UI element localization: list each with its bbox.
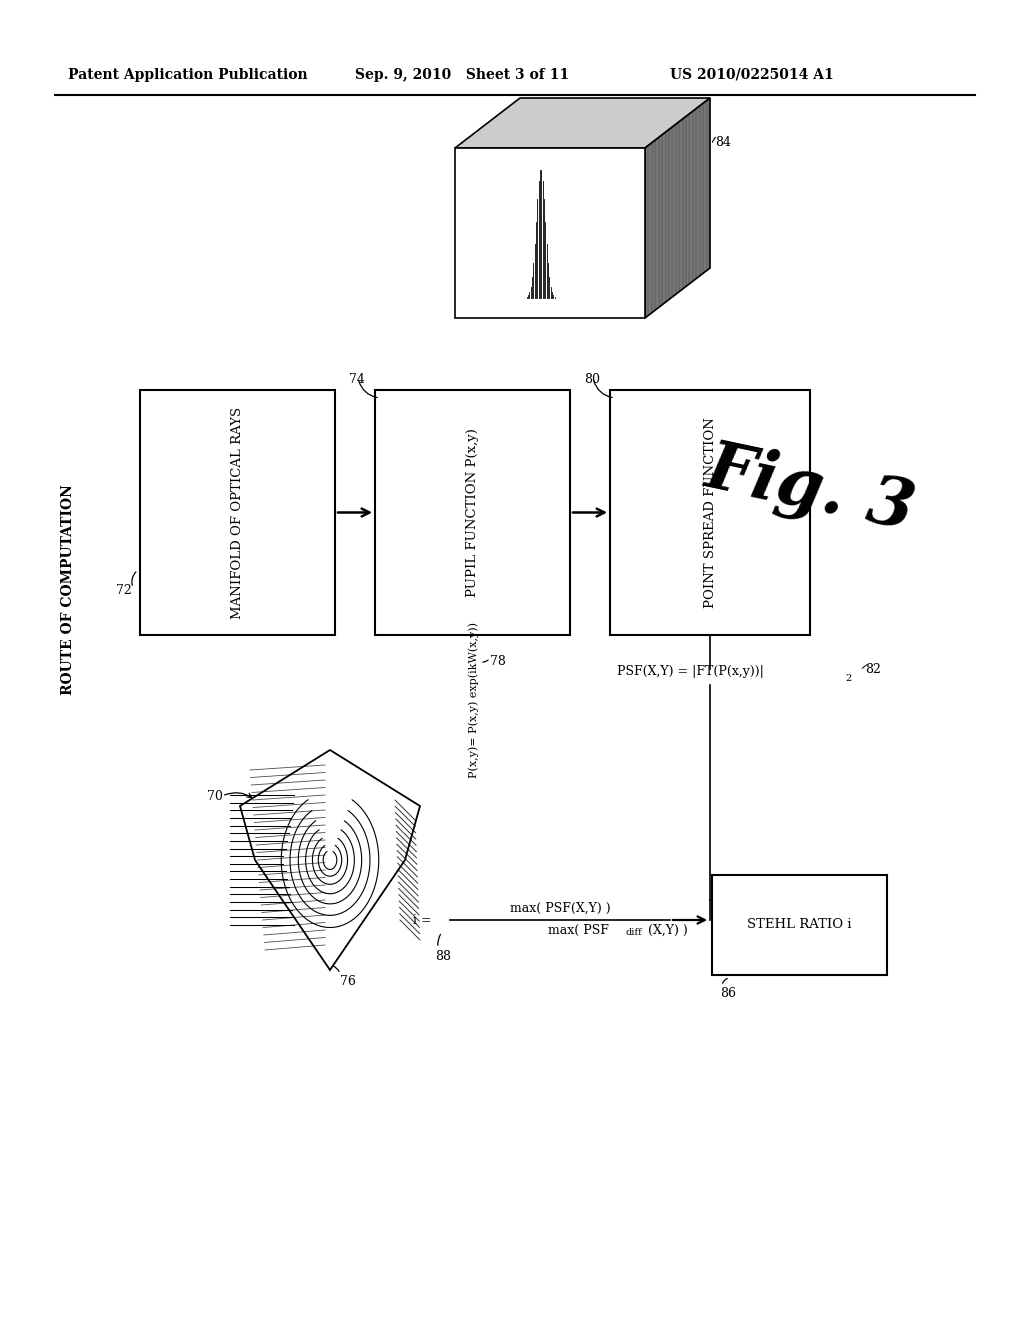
Bar <box>610 389 810 635</box>
Text: MANIFOLD OF OPTICAL RAYS: MANIFOLD OF OPTICAL RAYS <box>231 407 244 619</box>
Text: Sep. 9, 2010   Sheet 3 of 11: Sep. 9, 2010 Sheet 3 of 11 <box>355 69 569 82</box>
Text: 78: 78 <box>490 655 506 668</box>
Text: 74: 74 <box>349 374 365 385</box>
Text: POINT SPREAD FUNCTION: POINT SPREAD FUNCTION <box>703 417 717 609</box>
Polygon shape <box>645 98 710 318</box>
Polygon shape <box>455 98 710 148</box>
Text: diff: diff <box>625 928 642 937</box>
Text: 80: 80 <box>584 374 600 385</box>
Text: Fig. 3: Fig. 3 <box>699 436 921 544</box>
Text: max( PSF: max( PSF <box>548 924 609 937</box>
Text: 86: 86 <box>720 987 736 1001</box>
Text: 72: 72 <box>117 583 132 597</box>
Bar <box>140 389 335 635</box>
Text: ROUTE OF COMPUTATION: ROUTE OF COMPUTATION <box>61 484 75 696</box>
Text: 82: 82 <box>865 663 881 676</box>
Text: 70: 70 <box>207 789 223 803</box>
Text: PUPIL FUNCTION P(x,y): PUPIL FUNCTION P(x,y) <box>466 428 479 597</box>
Text: i =: i = <box>414 913 432 927</box>
Text: PSF(X,Y) = |FT(P(x,y))|: PSF(X,Y) = |FT(P(x,y))| <box>617 665 764 678</box>
Text: 2: 2 <box>845 675 851 682</box>
Bar <box>455 148 645 318</box>
Text: 76: 76 <box>340 975 356 987</box>
Text: 88: 88 <box>435 950 451 964</box>
Polygon shape <box>240 750 420 970</box>
Text: 84: 84 <box>715 136 731 149</box>
Text: max( PSF(X,Y) ): max( PSF(X,Y) ) <box>510 902 610 915</box>
Bar <box>712 875 887 975</box>
Text: (X,Y) ): (X,Y) ) <box>648 924 688 937</box>
Bar <box>375 389 570 635</box>
Text: STEHL RATIO i: STEHL RATIO i <box>748 919 852 932</box>
Text: Patent Application Publication: Patent Application Publication <box>68 69 307 82</box>
Text: US 2010/0225014 A1: US 2010/0225014 A1 <box>670 69 834 82</box>
Text: P(x,y)= P(x,y) exp(ikW(x,y)): P(x,y)= P(x,y) exp(ikW(x,y)) <box>469 622 479 777</box>
